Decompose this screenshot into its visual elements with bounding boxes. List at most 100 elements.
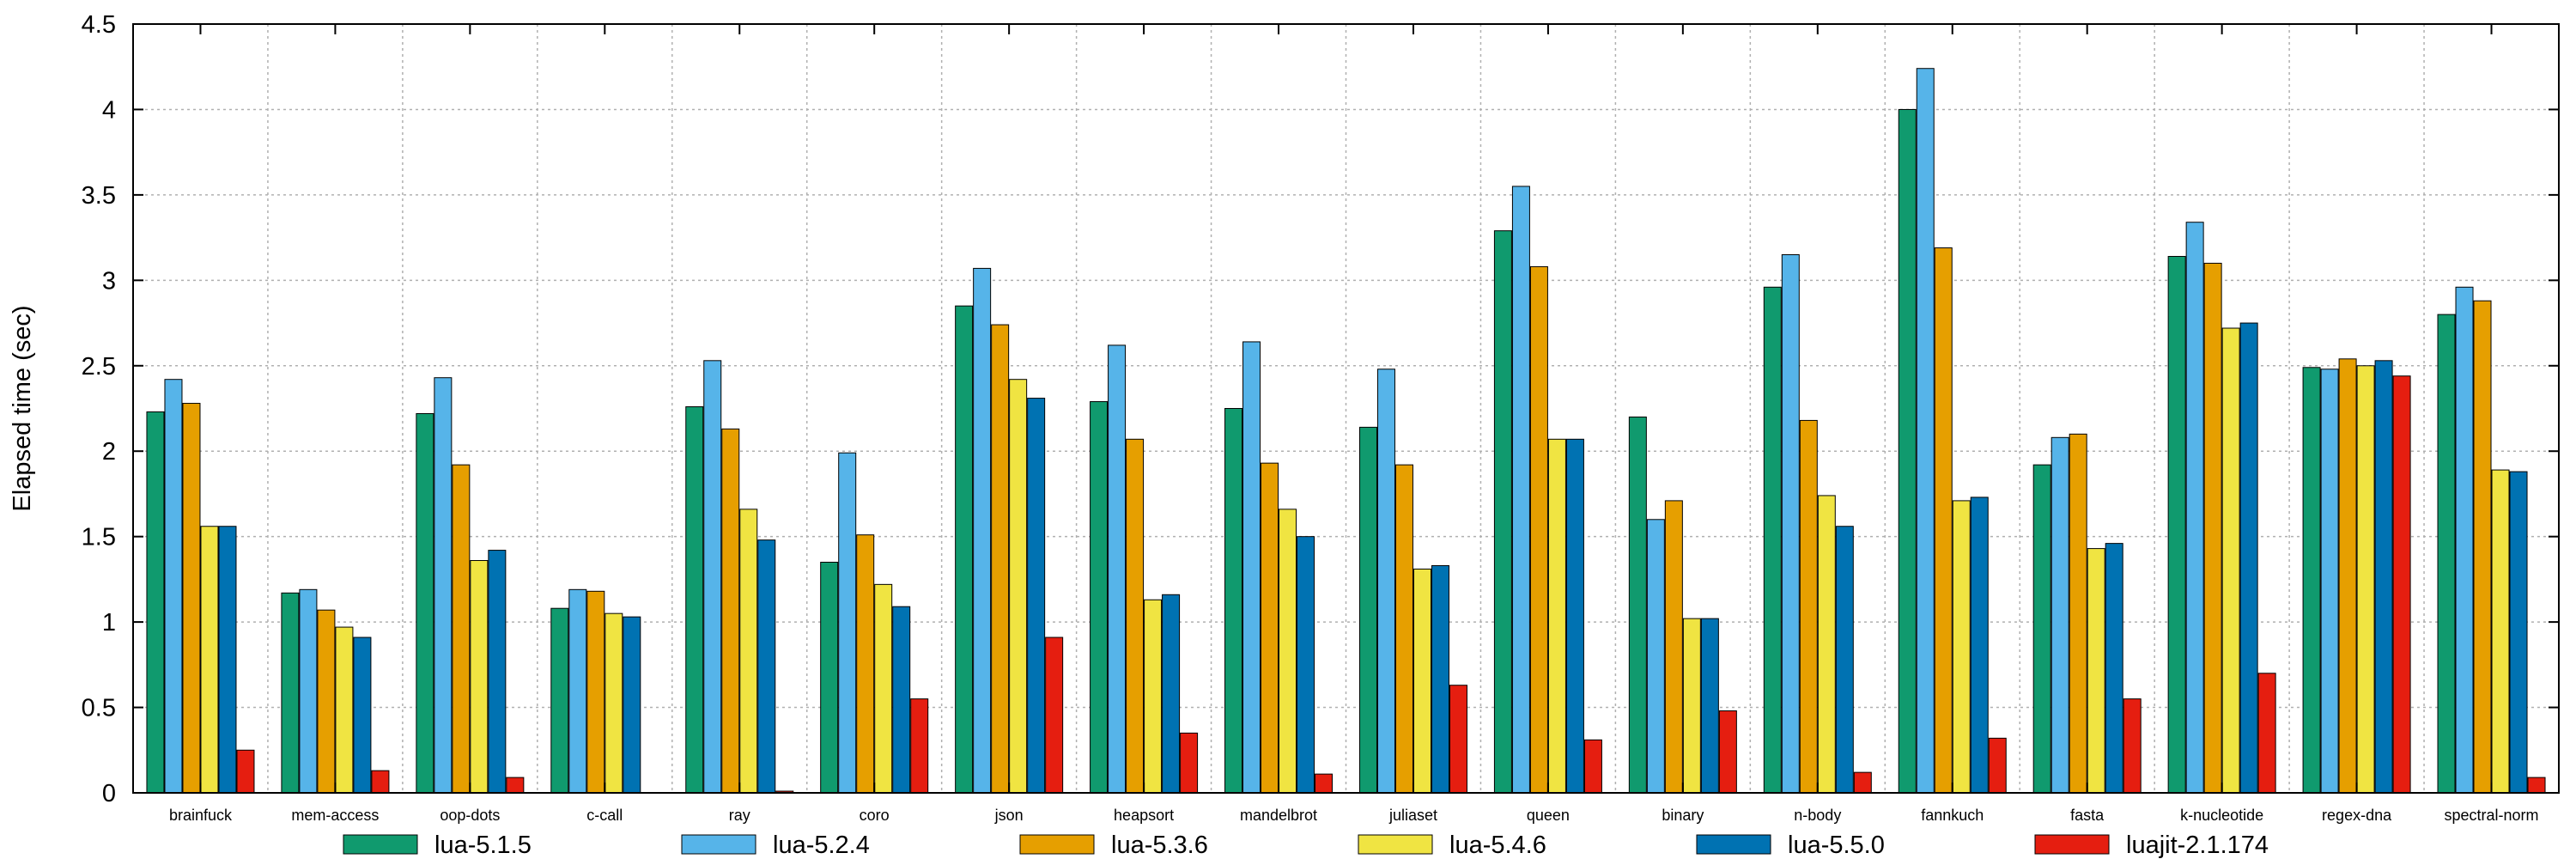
- bar-lua-5.1.5: [1358, 426, 1377, 794]
- bar-lua-5.2.4: [1242, 341, 1261, 794]
- bar-lua-5.3.6: [2473, 300, 2492, 794]
- bar-lua-5.5.0: [2374, 360, 2393, 794]
- bar-lua-5.1.5: [416, 412, 434, 794]
- bar-lua-5.3.6: [1126, 438, 1145, 794]
- bar-lua-5.5.0: [1162, 594, 1181, 794]
- bar-lua-5.5.0: [488, 550, 507, 794]
- bar-lua-5.3.6: [1799, 419, 1818, 794]
- bar-lua-5.3.6: [1664, 500, 1683, 794]
- bar-luajit-2.1.174: [1449, 685, 1467, 794]
- x-category-label: brainfuck: [169, 807, 233, 824]
- bar-lua-5.1.5: [685, 406, 704, 794]
- x-category-label: json: [994, 807, 1024, 824]
- bar-luajit-2.1.174: [1583, 739, 1602, 794]
- bar-lua-5.1.5: [1090, 401, 1109, 794]
- legend: lua-5.1.5 lua-5.2.4 lua-5.3.6 lua-5.4.6 lua-…: [343, 832, 2269, 859]
- y-axis-title: Elapsed time (sec): [9, 305, 36, 511]
- y-axis-ticks: 0 0.5 1 1.5 2 2.5 3 3.5 4 4.5: [82, 11, 2559, 807]
- legend-label: lua-5.5.0: [1788, 832, 1885, 859]
- x-category-label: k-nucleotide: [2180, 807, 2263, 824]
- bar-lua-5.1.5: [2302, 367, 2321, 794]
- bar-lua-5.1.5: [550, 607, 569, 794]
- bar-lua-5.2.4: [2050, 436, 2069, 794]
- bar-lua-5.4.6: [200, 526, 219, 794]
- bar-lua-5.3.6: [2069, 433, 2087, 794]
- bar-luajit-2.1.174: [236, 749, 255, 794]
- y-tick-label: 2.5: [82, 353, 116, 381]
- x-category-label: juliaset: [1388, 807, 1437, 824]
- x-category-label: mem-access: [291, 807, 379, 824]
- bar-lua-5.1.5: [281, 592, 300, 794]
- bar-lua-5.2.4: [1376, 369, 1395, 794]
- bar-lua-5.1.5: [955, 305, 974, 794]
- x-category-label: oop-dots: [440, 807, 500, 824]
- bar-lua-5.3.6: [991, 324, 1010, 794]
- bar-lua-5.4.6: [2087, 548, 2105, 794]
- x-category-label: c-call: [586, 807, 623, 824]
- bar-lua-5.5.0: [1835, 526, 1854, 794]
- legend-swatch: [1696, 834, 1771, 855]
- bar-lua-5.2.4: [703, 360, 722, 794]
- bar-lua-5.3.6: [1529, 265, 1548, 794]
- y-tick-label: 1: [102, 609, 116, 637]
- bar-lua-5.4.6: [1413, 568, 1431, 794]
- bar-lua-5.3.6: [182, 403, 201, 794]
- bar-lua-5.3.6: [452, 464, 471, 794]
- bar-lua-5.4.6: [739, 509, 758, 794]
- bar-lua-5.4.6: [335, 626, 354, 794]
- legend-label: lua-5.3.6: [1111, 832, 1208, 859]
- bar-lua-5.2.4: [1511, 186, 1530, 794]
- y-tick-label: 1.5: [82, 524, 116, 551]
- bar-lua-5.2.4: [1781, 254, 1800, 794]
- bar-lua-5.5.0: [1431, 564, 1449, 794]
- legend-label: luajit-2.1.174: [2126, 832, 2269, 859]
- bar-luajit-2.1.174: [371, 770, 390, 794]
- bar-lua-5.5.0: [2509, 471, 2528, 794]
- bar-lua-5.2.4: [434, 377, 453, 794]
- y-tick-label: 2: [102, 438, 116, 466]
- y-tick-label: 4.5: [82, 11, 116, 39]
- bar-lua-5.4.6: [2221, 327, 2240, 794]
- bar-lua-5.4.6: [1547, 438, 1566, 794]
- bar-lua-5.2.4: [973, 267, 992, 794]
- bar-lua-5.3.6: [2203, 262, 2222, 794]
- bar-lua-5.1.5: [1898, 108, 1917, 794]
- bar-lua-5.5.0: [1565, 438, 1584, 794]
- bar-luajit-2.1.174: [1718, 710, 1737, 794]
- legend-label: lua-5.4.6: [1449, 832, 1546, 859]
- bar-lua-5.1.5: [146, 411, 165, 794]
- bar-lua-5.4.6: [1279, 509, 1297, 794]
- y-tick-label: 3.5: [82, 182, 116, 210]
- y-tick-label: 3: [102, 267, 116, 295]
- bar-lua-5.3.6: [721, 428, 740, 794]
- bar-lua-5.1.5: [1763, 286, 1782, 794]
- bar-luajit-2.1.174: [1853, 771, 1872, 794]
- bar-lua-5.5.0: [353, 637, 372, 794]
- bar-lua-5.2.4: [1916, 68, 1935, 794]
- bar-luajit-2.1.174: [1180, 732, 1199, 794]
- bars: [146, 68, 2546, 794]
- bar-lua-5.1.5: [1224, 408, 1243, 794]
- x-category-label: fannkuch: [1921, 807, 1984, 824]
- bar-lua-5.3.6: [586, 590, 605, 794]
- bar-lua-5.3.6: [1394, 464, 1413, 794]
- bar-lua-5.5.0: [623, 616, 641, 794]
- bar-lua-5.2.4: [299, 588, 318, 794]
- bar-lua-5.1.5: [2032, 464, 2051, 794]
- legend-swatch: [2034, 834, 2110, 855]
- bar-lua-5.2.4: [164, 379, 183, 794]
- x-category-label: fasta: [2070, 807, 2105, 824]
- x-category-label: ray: [729, 807, 750, 824]
- x-category-label: heapsort: [1114, 807, 1174, 824]
- bar-lua-5.5.0: [1297, 536, 1315, 794]
- y-tick-label: 0: [102, 780, 116, 807]
- bar-lua-5.3.6: [2338, 358, 2357, 794]
- bar-luajit-2.1.174: [2527, 777, 2546, 794]
- bar-lua-5.2.4: [2185, 222, 2204, 794]
- bar-lua-5.1.5: [820, 562, 839, 794]
- y-tick-label: 4: [102, 96, 116, 124]
- x-category-label: regex-dna: [2322, 807, 2392, 824]
- legend-swatch: [1358, 834, 1433, 855]
- x-category-label: queen: [1527, 807, 1570, 824]
